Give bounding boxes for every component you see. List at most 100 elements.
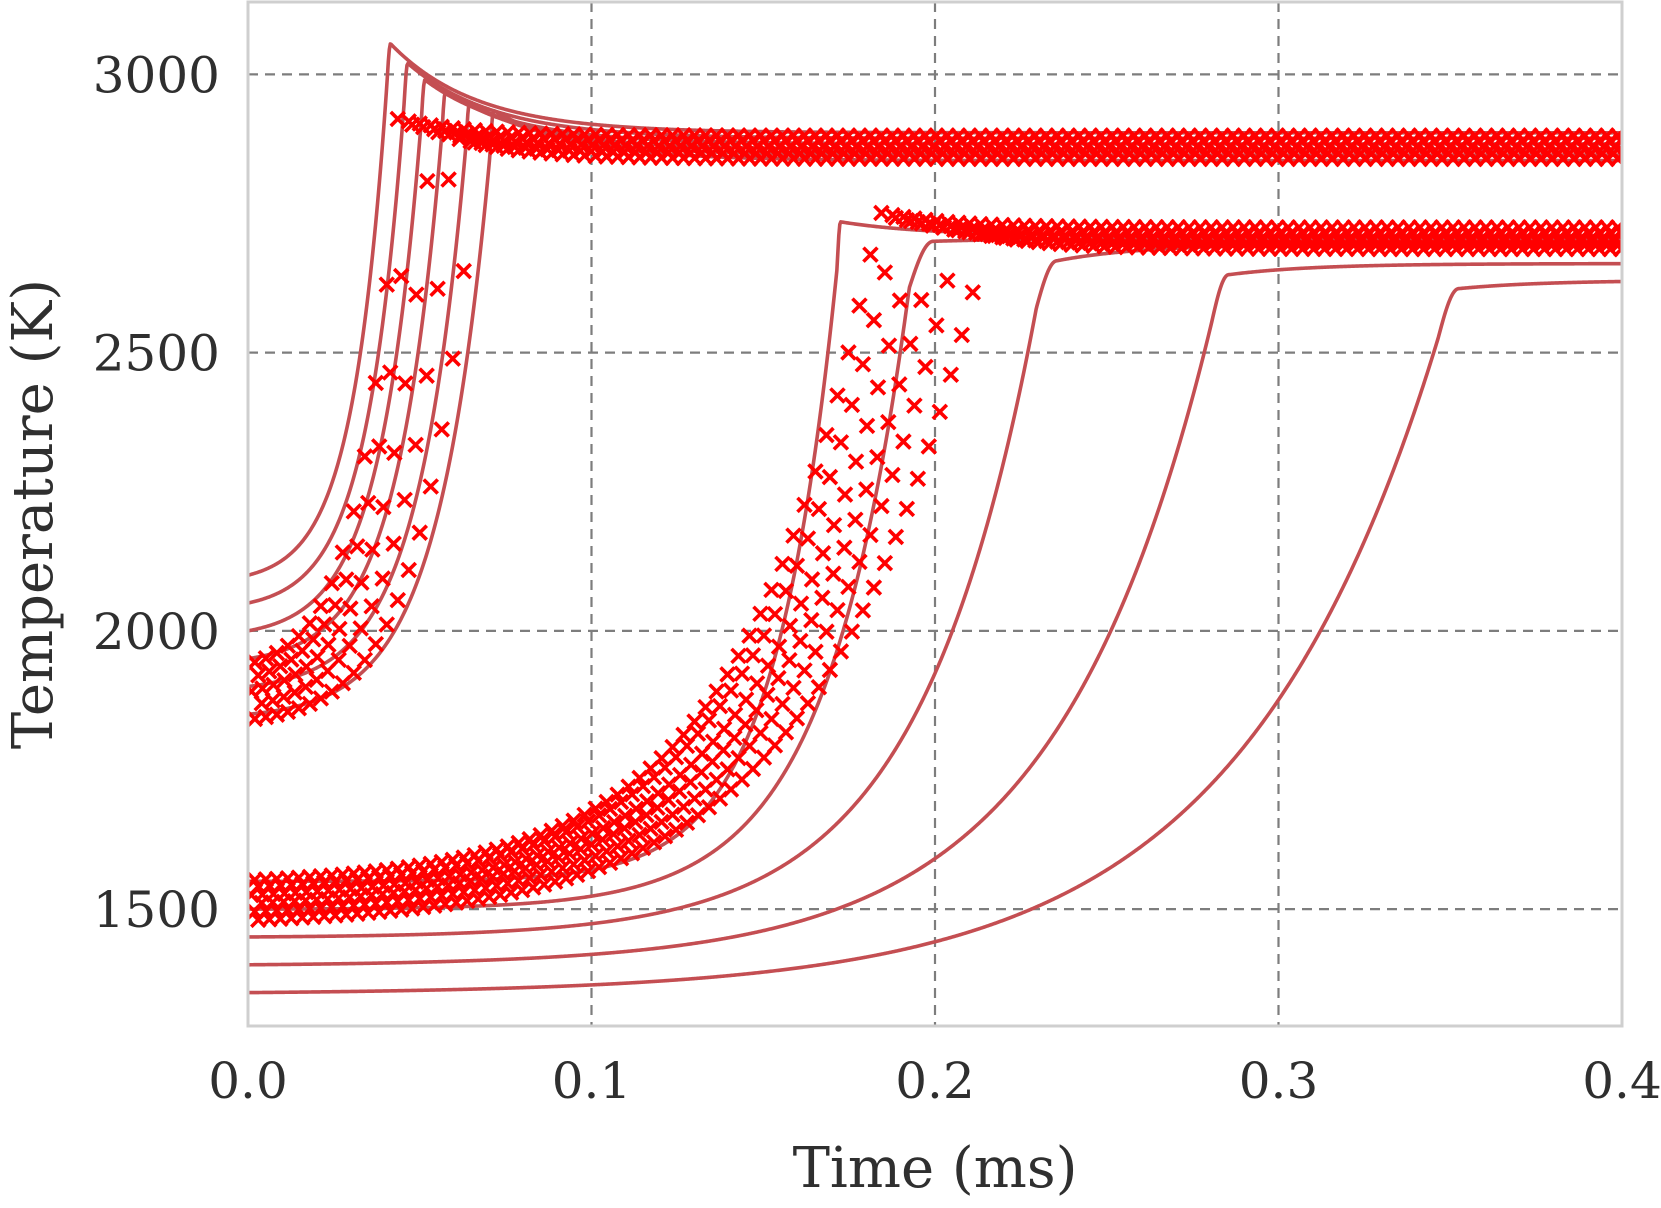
measurement-point — [359, 494, 377, 512]
measurement-point — [320, 636, 337, 653]
measurement-point — [785, 527, 802, 544]
measurement-point — [858, 417, 876, 435]
measurement-point — [876, 554, 894, 572]
measurement-point — [785, 679, 802, 697]
measurement-point — [964, 284, 982, 301]
measurement-point — [664, 806, 681, 823]
measurement-point — [895, 433, 912, 450]
measurement-point — [612, 849, 630, 867]
measurement-point — [330, 651, 347, 669]
measurement-point — [869, 448, 886, 466]
measurement-point — [689, 807, 707, 824]
measurement-point — [843, 396, 861, 414]
measurement-point — [678, 814, 696, 832]
measurement-point — [752, 605, 769, 623]
measurement-point — [345, 664, 363, 682]
measurement-point — [546, 828, 564, 845]
measurement-point — [627, 800, 645, 818]
measurement-point — [847, 453, 865, 470]
measurement-point — [370, 438, 388, 455]
measurement-point — [304, 631, 322, 648]
x-tick-label: 0.0 — [208, 1052, 288, 1110]
measurement-point — [891, 292, 909, 309]
measurement-point — [535, 832, 553, 850]
measurement-point — [953, 326, 971, 344]
measurement-point — [781, 617, 799, 635]
measurement-point — [301, 695, 319, 713]
measurement-point — [422, 478, 440, 495]
measurement-point — [312, 690, 330, 707]
measurement-series — [250, 209, 1622, 895]
measurement-point — [579, 862, 597, 880]
measurement-series — [253, 216, 1622, 912]
measurement-point — [356, 448, 374, 465]
measurement-point — [832, 434, 850, 451]
measurement-point — [363, 598, 380, 615]
measurement-point — [675, 798, 692, 816]
measurement-point — [928, 317, 945, 334]
measurement-point — [407, 436, 424, 454]
measurement-point — [433, 421, 451, 438]
measurement-point — [656, 827, 674, 845]
measurement-point — [605, 825, 622, 843]
measurement-point — [865, 311, 883, 329]
measurement-point — [528, 856, 545, 874]
measurement-point — [594, 831, 611, 848]
measurement-point — [880, 413, 897, 431]
measurement-point — [356, 651, 374, 669]
measurement-point — [825, 565, 842, 582]
measurement-point — [653, 813, 670, 831]
measurement-point — [788, 557, 806, 575]
measurement-point — [385, 535, 402, 552]
simulation-line — [248, 261, 1622, 967]
measurement-point — [620, 832, 637, 850]
measurement-point — [275, 688, 292, 706]
measurement-point — [942, 366, 960, 384]
measurement-point — [375, 498, 392, 516]
measurement-point — [730, 647, 747, 665]
measurement-point — [418, 367, 435, 384]
measurement-point — [326, 596, 344, 614]
measurement-point — [561, 845, 578, 862]
measurement-point — [378, 276, 396, 293]
measurement-point — [766, 737, 784, 754]
measurement-point — [257, 650, 275, 667]
measurement-point — [744, 647, 762, 664]
y-axis-label: Temperature (K) — [1, 279, 66, 749]
measurement-point — [803, 571, 821, 588]
measurement-point — [799, 695, 817, 712]
measurement-point — [290, 699, 308, 717]
measurement-point — [865, 579, 883, 596]
measurement-point — [873, 497, 890, 515]
measurement-point — [814, 545, 832, 562]
measurement-point — [367, 635, 385, 653]
measurement-point — [774, 555, 791, 573]
measurement-point — [601, 854, 619, 872]
measurement-point — [502, 843, 520, 861]
measurement-point — [675, 726, 692, 744]
measurement-point — [301, 615, 319, 632]
measurement-point — [880, 337, 898, 354]
measurement-point — [796, 496, 813, 514]
x-tick-label: 0.1 — [552, 1052, 632, 1110]
measurement-point — [763, 710, 780, 728]
measurement-point — [374, 570, 391, 587]
x-tick-label: 0.3 — [1239, 1052, 1319, 1110]
measurement-point — [638, 806, 655, 824]
measurement-point — [286, 684, 303, 701]
y-tick-label: 1500 — [93, 881, 220, 939]
measurement-point — [898, 500, 916, 518]
measurement-series — [248, 134, 1622, 728]
measurement-point — [770, 638, 788, 655]
measurement-point — [345, 503, 363, 520]
measurement-point — [535, 876, 553, 893]
measurement-point — [352, 620, 369, 637]
measurement-point — [312, 597, 330, 615]
measurement-point — [906, 397, 923, 414]
measurement-series — [248, 222, 1622, 920]
measurement-point — [810, 678, 828, 696]
measurement-point — [272, 657, 289, 675]
measurement-point — [858, 481, 875, 498]
measurement-point — [557, 870, 575, 887]
x-tick-label: 0.4 — [1582, 1052, 1661, 1110]
